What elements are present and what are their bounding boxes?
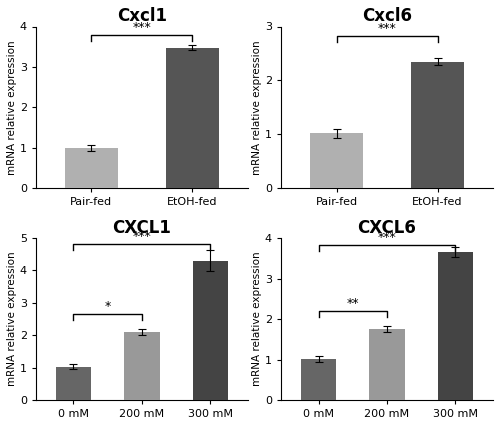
Y-axis label: mRNA relative expression: mRNA relative expression <box>252 40 262 175</box>
Y-axis label: mRNA relative expression: mRNA relative expression <box>7 252 17 386</box>
Bar <box>370 329 405 400</box>
Bar <box>65 148 118 188</box>
Bar <box>124 332 160 400</box>
Title: CXCL1: CXCL1 <box>112 219 172 236</box>
Bar <box>301 359 336 400</box>
Bar <box>192 261 228 400</box>
Bar <box>56 367 92 400</box>
Text: ***: *** <box>378 22 396 35</box>
Bar <box>310 133 363 188</box>
Text: *: * <box>104 300 111 313</box>
Text: ***: *** <box>132 230 152 243</box>
Bar <box>412 62 464 188</box>
Bar <box>438 252 473 400</box>
Text: **: ** <box>346 297 359 310</box>
Y-axis label: mRNA relative expression: mRNA relative expression <box>7 40 17 175</box>
Bar <box>166 48 218 188</box>
Title: CXCL6: CXCL6 <box>358 219 416 236</box>
Y-axis label: mRNA relative expression: mRNA relative expression <box>252 252 262 386</box>
Text: ***: *** <box>132 21 152 34</box>
Title: Cxcl6: Cxcl6 <box>362 7 412 25</box>
Title: Cxcl1: Cxcl1 <box>117 7 167 25</box>
Text: ***: *** <box>378 231 396 244</box>
